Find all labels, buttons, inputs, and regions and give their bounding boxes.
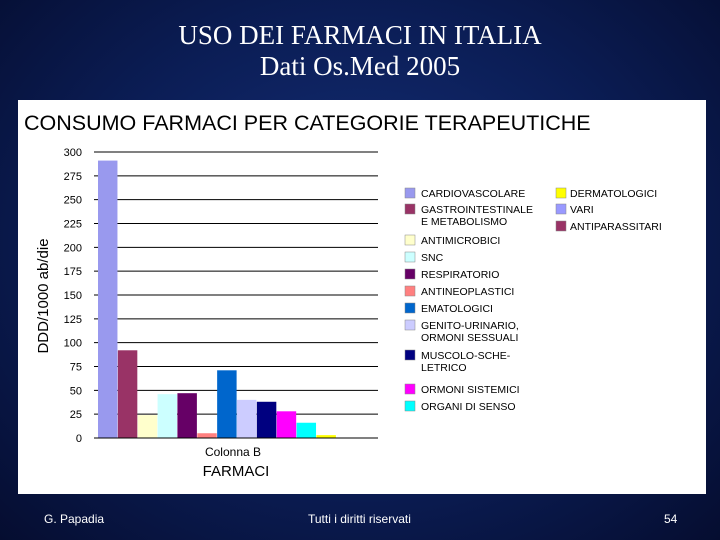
slide-title: USO DEI FARMACI IN ITALIA Dati Os.Med 20…	[0, 20, 720, 82]
slide-title-line-2: Dati Os.Med 2005	[259, 51, 461, 81]
legend-label: ORMONI SISTEMICI	[421, 384, 520, 396]
y-tick-label: 150	[64, 290, 82, 302]
bars	[98, 160, 376, 439]
legend-label: VARI	[570, 204, 594, 216]
legend-label: DERMATOLOGICI	[570, 188, 657, 200]
legend-swatch	[555, 220, 567, 232]
grid-lines	[94, 151, 378, 415]
bar-ormoni-sistemici	[276, 411, 297, 438]
y-tick-label: 225	[64, 219, 82, 231]
legend-label: SNC	[421, 252, 444, 264]
legend-label: ANTIMICROBICI	[421, 235, 500, 247]
y-axis-label: DDD/1000 ab/die	[35, 238, 52, 353]
slide-title-line-1: USO DEI FARMACI IN ITALIA	[178, 20, 542, 50]
y-tick-label: 250	[64, 195, 82, 207]
y-tick-label: 25	[70, 409, 82, 421]
legend-label: CARDIOVASCOLARE	[421, 188, 525, 200]
bar-antineoplastici	[197, 433, 217, 438]
legend-label: RESPIRATORIO	[421, 269, 499, 281]
legend-swatch	[404, 234, 416, 246]
bar-gastrointestinale-e-metabolismo	[117, 350, 138, 438]
legend-label: GASTROINTESTINALE	[421, 204, 533, 216]
y-tick-label: 100	[64, 338, 82, 350]
legend-swatch	[404, 302, 416, 314]
legend-label: ANTIPARASSITARI	[570, 221, 662, 233]
bar-organi-di-senso	[296, 422, 317, 438]
legend-label: ORGANI DI SENSO	[421, 401, 516, 413]
legend-swatch	[555, 187, 567, 199]
y-tick-label: 175	[64, 266, 82, 278]
y-tick-label: 200	[64, 242, 82, 254]
x-axis-label: FARMACI	[203, 463, 270, 480]
legend-swatch	[404, 383, 416, 395]
legend-label: EMATOLOGICI	[421, 303, 493, 315]
bar-snc	[157, 394, 178, 438]
legend-swatch	[404, 251, 416, 263]
bar-cardiovascolare	[98, 160, 118, 438]
legend-swatch	[404, 349, 416, 361]
legend-swatch	[404, 268, 416, 280]
bar-antimicrobici	[137, 415, 158, 438]
x-axis-sublabel: Colonna B	[205, 445, 261, 459]
footer-author: G. Papadia	[44, 512, 105, 526]
legend-label: E METABOLISMO	[421, 216, 507, 228]
footer-rights: Tutti i diritti riservati	[308, 512, 411, 526]
bar-chart: CONSUMO FARMACI PER CATEGORIE TERAPEUTIC…	[24, 111, 662, 480]
footer-page-number: 54	[664, 512, 678, 526]
bar-genito-urinario-ormoni-sessuali	[237, 399, 257, 438]
y-tick-label: 0	[76, 433, 82, 445]
bar-respiratorio	[177, 393, 197, 438]
bar-muscolo-scheletrico	[256, 401, 277, 438]
chart-panel: CONSUMO FARMACI PER CATEGORIE TERAPEUTIC…	[18, 100, 706, 494]
legend-swatch	[404, 203, 416, 215]
legend-swatch	[404, 187, 416, 199]
y-tick-label: 275	[64, 171, 82, 183]
chart-title: CONSUMO FARMACI PER CATEGORIE TERAPEUTIC…	[24, 111, 591, 135]
legend-swatch	[404, 285, 416, 297]
bar-ematologici	[217, 370, 237, 438]
legend-label: ANTINEOPLASTICI	[421, 286, 514, 298]
y-tick-labels: 0 25 50 75 100 125 150 175 200 225 250 275 300	[64, 147, 82, 445]
y-tick-label: 75	[70, 362, 82, 374]
legend-swatch	[555, 203, 567, 215]
y-tick-label: 125	[64, 314, 82, 326]
legend-label: GENITO-URINARIO,	[421, 320, 519, 332]
legend-swatch	[404, 400, 416, 412]
legend-label: LETRICO	[421, 362, 467, 374]
y-tick-label: 50	[70, 385, 82, 397]
legend-label: ORMONI SESSUALI	[421, 332, 518, 344]
y-tick-label: 300	[64, 147, 82, 159]
legend-swatch	[404, 319, 416, 331]
legend-label: MUSCOLO-SCHE-	[421, 350, 511, 362]
bar-dermatologici	[316, 435, 336, 438]
